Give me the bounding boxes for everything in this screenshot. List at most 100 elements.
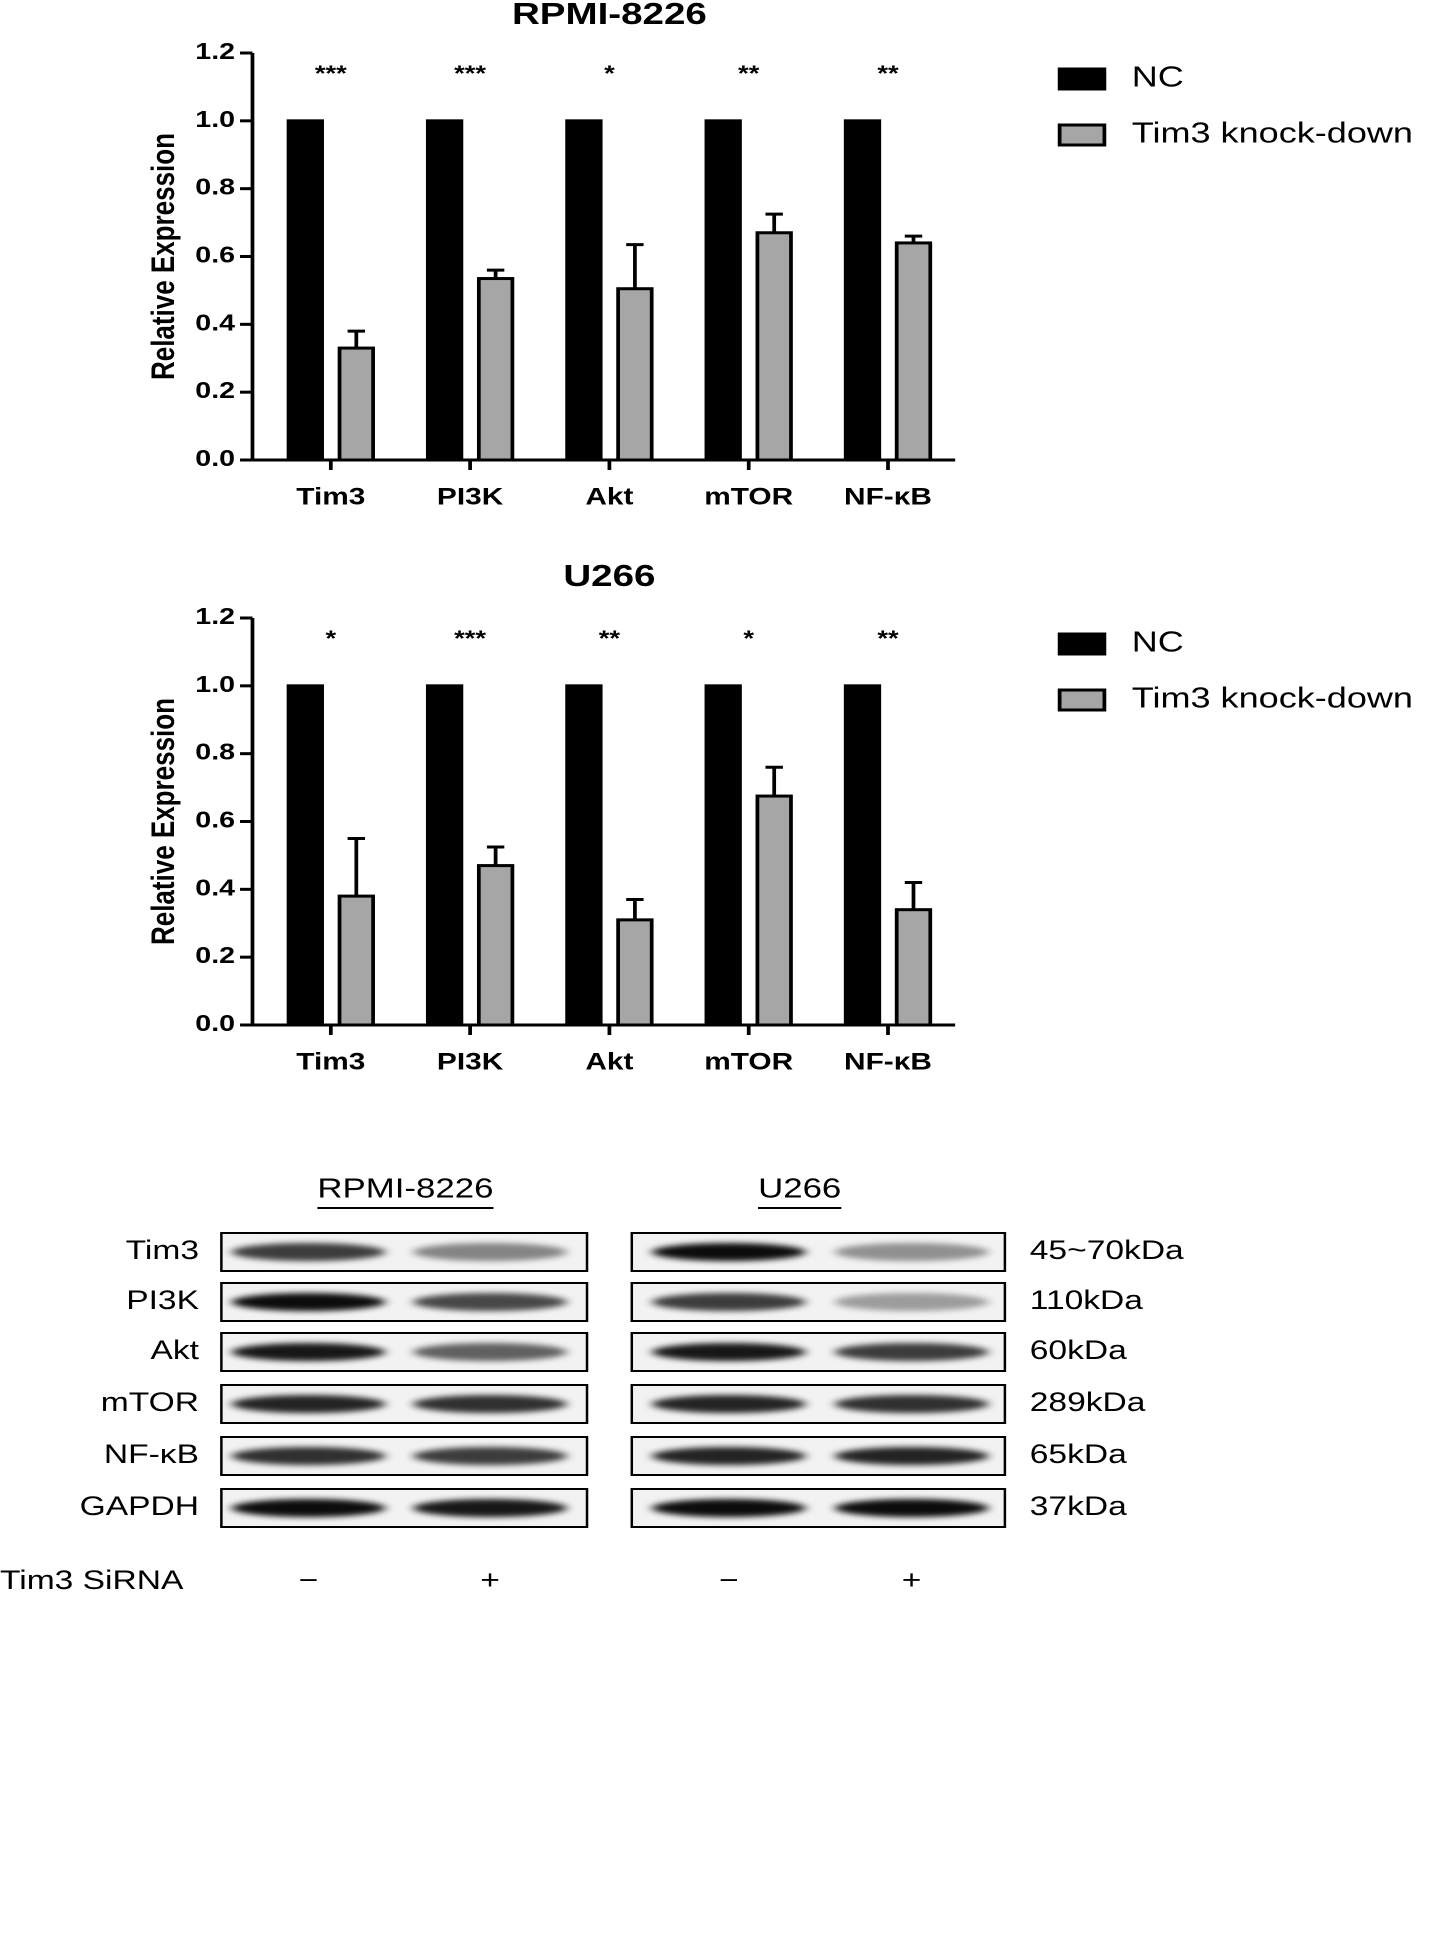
blot-band	[834, 1343, 989, 1361]
blot-band	[651, 1395, 806, 1413]
bar	[476, 864, 515, 1027]
blot-band	[651, 1447, 806, 1465]
treatment-sign: −	[299, 1565, 319, 1595]
bar	[286, 119, 324, 462]
blot-band	[231, 1447, 386, 1465]
blot-band	[412, 1293, 568, 1311]
bar	[704, 684, 742, 1027]
legend-label: NC	[1132, 625, 1184, 658]
significance-label: **	[599, 627, 621, 651]
y-tick-label: 0.8	[195, 175, 235, 200]
blot-band	[231, 1243, 386, 1261]
bar	[476, 277, 515, 462]
bar	[755, 794, 793, 1027]
y-tick-label: 0.2	[195, 379, 235, 404]
bar	[616, 918, 654, 1027]
y-tick-label: 0.6	[195, 808, 235, 833]
bar	[843, 684, 882, 1027]
y-axis-label: Relative Expression	[145, 698, 181, 945]
bar	[755, 231, 793, 462]
x-tick-label: NF-κB	[844, 482, 932, 509]
error-bar	[904, 234, 923, 243]
blot-size-label: 60kDa	[1030, 1335, 1127, 1365]
significance-label: **	[877, 62, 899, 86]
blot-band	[231, 1293, 386, 1311]
y-tick-label: 1.2	[195, 605, 235, 630]
y-axis-label: Relative Expression	[145, 133, 181, 380]
blot-band	[412, 1447, 568, 1465]
y-tick-label: 0.4	[195, 876, 235, 901]
error-bar	[347, 836, 366, 897]
blot-size-label: 65kDa	[1030, 1439, 1127, 1469]
treatment-label: Tim3 SiRNA	[0, 1565, 184, 1595]
blot-size-label: 289kDa	[1030, 1387, 1146, 1417]
y-tick-label: 1.0	[195, 107, 235, 132]
blot-band	[231, 1499, 386, 1517]
legend-label: Tim3 knock-down	[1132, 116, 1413, 149]
error-bar	[904, 881, 923, 910]
significance-label: ***	[454, 627, 486, 651]
x-tick-label: Tim3	[296, 482, 365, 509]
y-tick-label: 1.0	[195, 672, 235, 697]
legend-swatch	[1057, 632, 1107, 656]
significance-label: *	[326, 627, 337, 651]
x-tick-label: mTOR	[704, 482, 793, 509]
treatment-sign: +	[480, 1565, 500, 1595]
x-tick-label: mTOR	[704, 1047, 793, 1074]
legend-swatch	[1057, 688, 1107, 712]
significance-label: **	[738, 62, 760, 86]
error-bar	[486, 845, 505, 866]
x-tick-label: NF-κB	[844, 1047, 932, 1074]
blot-row-label: mTOR	[101, 1387, 199, 1417]
bar	[704, 119, 742, 462]
blot-band	[651, 1243, 806, 1261]
error-bar	[765, 765, 783, 797]
x-tick-label: Akt	[585, 1047, 633, 1074]
legend-swatch	[1057, 123, 1107, 147]
x-tick-label: Akt	[585, 482, 633, 509]
blot-size-label: 110kDa	[1030, 1285, 1143, 1315]
bar	[337, 346, 375, 462]
significance-label: *	[743, 627, 754, 651]
x-tick-label: Tim3	[296, 1047, 365, 1074]
bar	[425, 119, 464, 462]
blot-band	[834, 1243, 989, 1261]
y-tick-label: 0.0	[195, 447, 235, 472]
blot-size-label: 45~70kDa	[1030, 1235, 1184, 1265]
chart-title: U266	[563, 559, 655, 594]
blot-band	[651, 1293, 806, 1311]
y-tick-label: 0.2	[195, 944, 235, 969]
y-tick-label: 0.0	[195, 1012, 235, 1037]
blot-band	[412, 1499, 568, 1517]
blot-group-label: U266	[758, 1172, 841, 1204]
blot-band	[231, 1343, 386, 1361]
blot-row-label: NF-κB	[104, 1439, 199, 1469]
blot-band	[412, 1343, 568, 1361]
legend-label: Tim3 knock-down	[1132, 681, 1413, 714]
blot-row-label: Tim3	[126, 1235, 199, 1265]
error-bar	[765, 212, 783, 233]
bar	[894, 241, 933, 462]
blot-band	[834, 1447, 989, 1465]
y-tick-label: 0.6	[195, 243, 235, 268]
blot-row-label: PI3K	[126, 1285, 199, 1315]
bar	[337, 894, 375, 1027]
blot-band	[412, 1243, 568, 1261]
blot-row-label: Akt	[150, 1335, 199, 1365]
blot-band	[412, 1395, 568, 1413]
bar	[894, 908, 933, 1027]
bar	[616, 287, 654, 462]
blot-band	[834, 1293, 989, 1311]
legend-swatch	[1057, 67, 1107, 91]
x-tick-label: PI3K	[437, 1047, 504, 1074]
significance-label: **	[877, 627, 899, 651]
blot-band	[651, 1343, 806, 1361]
error-bar	[626, 898, 644, 920]
blot-band	[231, 1395, 386, 1413]
blot-row-label: GAPDH	[80, 1491, 199, 1521]
blot-band	[834, 1395, 989, 1413]
blot-band	[651, 1499, 806, 1517]
significance-label: *	[604, 62, 615, 86]
